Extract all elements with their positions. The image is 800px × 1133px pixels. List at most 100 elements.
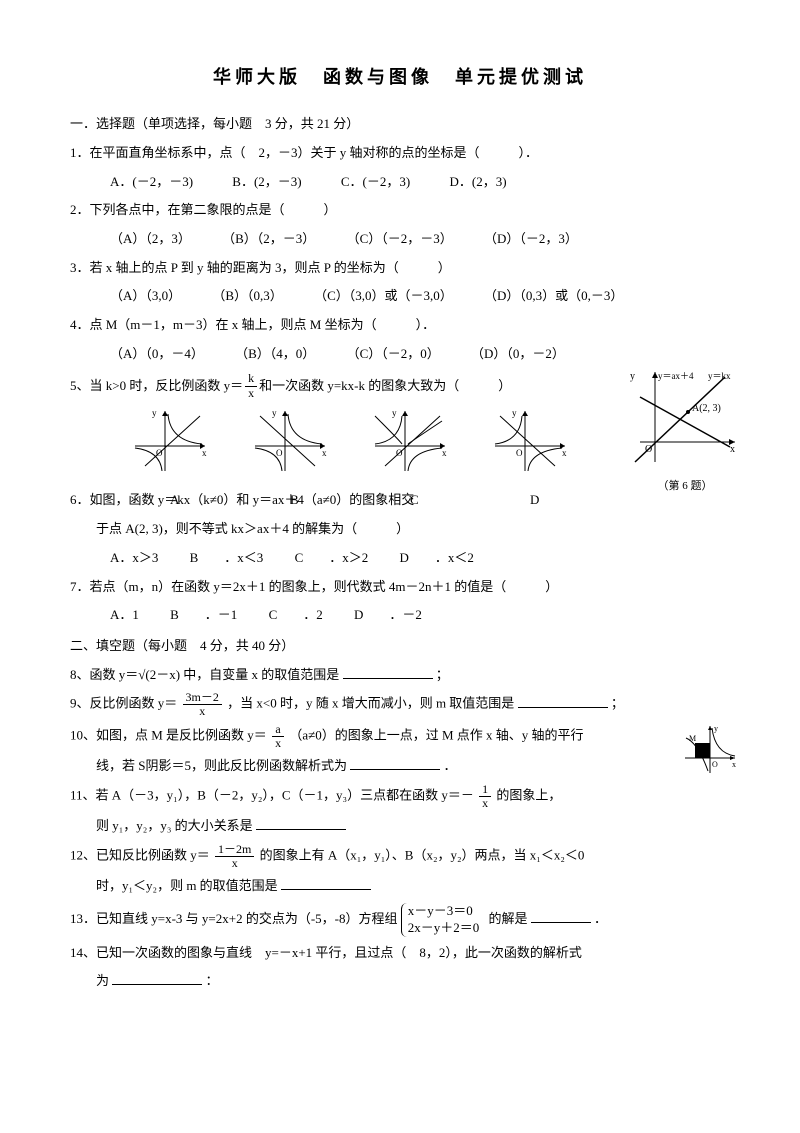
q7-opt-b: B ．－1 [170,607,237,622]
svg-text:A(2, 3): A(2, 3) [692,403,721,414]
svg-text:y: y [272,408,277,418]
q6-opt-d: D ．x＜2 [399,550,473,565]
q13-eq1: x－y－3＝0 [408,903,480,920]
question-2: 2．下列各点中，在第二象限的点是（ ） [70,198,730,223]
svg-text:y: y [630,371,635,382]
q13-mid: 的解是 [489,911,531,926]
q10-den: x [272,737,284,750]
q6-graph: y x O A(2, 3) y＝ax＋4 y＝kx [630,367,740,467]
q6-opt-a: A．x＞3 [110,550,158,565]
svg-text:O: O [156,448,163,458]
q9-mid: ，当 x<0 时，y 随 x 增大而减小，则 m 取值范围是 [227,696,517,711]
svg-text:y: y [152,408,157,418]
q5-frac-den: x [245,387,257,400]
q6-opt-b: B ．x＜3 [190,550,264,565]
q4-opt-d: （D）（0，－2） [471,346,565,361]
q2-options: （A）（2，3） （B）（2，－3） （C）（－2，－3） （D）（－2，3） [70,227,730,252]
q14-l2-post: ： [206,973,219,988]
svg-text:x: x [322,448,327,458]
q11-mid: 的图象上， [496,787,561,802]
q5-fraction: k x [245,372,257,399]
q10-fraction: a x [272,723,284,750]
question-12-line2: 时，y₁＜y₂，则 m 的取值范围是 [70,874,730,899]
svg-text:x: x [732,760,736,769]
q4-opt-a: （A）（0，－4） [110,346,204,361]
q5-text-pre: 5、当 k>0 时，反比例函数 y＝ [70,374,243,399]
q4-opt-c: （C）（－2，0） [347,346,440,361]
q13-pre: 13．已知直线 y=x-3 与 y=2x+2 的交点为（-5，-8）方程组 [70,911,401,926]
q5-chart-d: y x O [490,406,570,485]
svg-text:O: O [645,444,652,455]
q10-mid: （a≠0）的图象上一点，过 M 点作 x 轴、y 轴的平行 [289,727,583,742]
q3-opt-c: （C）（3,0）或（－3,0） [314,288,453,303]
question-10-line2: 线，若 S阴影＝5，则此反比例函数解析式为 ． [70,754,730,779]
section-2-header: 二、填空题（每小题 4 分，共 40 分） [70,634,730,659]
q12-l2: 时，y₁＜y₂，则 m 的取值范围是 [96,878,281,893]
q6-options: A．x＞3 B ．x＜3 C ．x＞2 D ．x＜2 [70,546,730,571]
q11-l2: 则 y₁，y₂，y₃ 的大小关系是 [96,818,256,833]
q1-opt-c: C．(－2，3) [341,174,410,189]
q10-l2-pre: 线，若 S阴影＝5，则此反比例函数解析式为 [96,758,350,773]
q11-num: 1 [479,783,491,797]
question-12: 12、已知反比例函数 y＝ 1－2m x 的图象上有 A（x₁，y₁）、B（x₂… [70,843,730,870]
figure-q6: y x O A(2, 3) y＝ax＋4 y＝kx （第 6 题） [630,367,740,497]
q12-pre: 12、已知反比例函数 y＝ [70,847,210,862]
q1-options: A．(－2，－3) B．(2，－3) C．(－2，3) D．(2，3) [70,170,730,195]
question-6-line2: 于点 A(2, 3)，则不等式 kx＞ax＋4 的解集为（ ） [70,517,730,542]
q8-post: ； [436,667,449,682]
q12-mid: 的图象上有 A（x₁，y₁）、B（x₂，y₂）两点，当 x₁＜x₂＜0 [260,847,585,862]
q3-opt-a: （A）（3,0） [110,288,181,303]
q5-label-a: A [170,488,179,513]
svg-text:y: y [512,408,517,418]
q1-opt-d: D．(2，3) [449,174,506,189]
question-11-line2: 则 y₁，y₂，y₃ 的大小关系是 [70,814,730,839]
svg-text:x: x [202,448,207,458]
q13-post: ． [594,911,607,926]
q6-text1: 6．如图，函数 y＝kx（k≠0）和 y＝ax＋4（a≠0）的图象相交 [70,492,414,507]
q10-blank [350,756,440,770]
q7-opt-a: A．1 [110,607,139,622]
svg-text:x: x [442,448,447,458]
question-13: 13．已知直线 y=x-3 与 y=2x+2 的交点为（-5，-8）方程组 x－… [70,903,730,937]
q3-opt-b: （B）（0,3） [212,288,282,303]
q11-blank [256,816,346,830]
q10-post: ． [443,758,456,773]
q9-num: 3m－2 [183,691,222,705]
q2-opt-a: （A）（2，3） [110,231,191,246]
q8-blank [343,665,433,679]
q3-options: （A）（3,0） （B）（0,3） （C）（3,0）或（－3,0） （D）（0,… [70,284,730,309]
q11-fraction: 1 x [479,783,491,810]
svg-text:y＝kx: y＝kx [708,371,731,381]
q2-opt-c: （C）（－2，－3） [347,231,453,246]
svg-text:x: x [562,448,567,458]
q1-opt-a: A．(－2，－3) [110,174,193,189]
q7-options: A．1 B ．－1 C ．2 D ．－2 [70,603,730,628]
q5-label-c: C [410,488,419,513]
svg-text:x: x [730,444,735,455]
q5-frac-num: k [245,372,257,386]
q9-pre: 9、反比例函数 y＝ [70,696,177,711]
q5-chart-c: y x O [370,406,450,485]
svg-text:y: y [714,724,718,733]
section-1-header: 一．选择题（单项选择，每小题 3 分，共 21 分） [70,112,730,137]
q12-blank [281,876,371,890]
svg-text:y＝ax＋4: y＝ax＋4 [658,371,694,381]
question-4: 4．点 M（m－1，m－3）在 x 轴上，则点 M 坐标为（ ）． [70,313,730,338]
question-1: 1．在平面直角坐标系中，点（ 2，－3）关于 y 轴对称的点的坐标是（ ）． [70,141,730,166]
question-11: 11、若 A（－3，y₁），B（－2，y₂），C（－1，y₃）三点都在函数 y＝… [70,783,730,810]
q12-num: 1－2m [215,843,254,857]
q7-opt-d: D ．－2 [354,607,422,622]
svg-text:y: y [392,408,397,418]
q5-label-d: D [530,488,539,513]
q1-opt-b: B．(2，－3) [232,174,301,189]
question-9: 9、反比例函数 y＝ 3m－2 x ，当 x<0 时，y 随 x 增大而减小，则… [70,691,730,718]
q14-l2-pre: 为 [96,973,112,988]
q13-blank [531,909,591,923]
q5-label-b: B [290,488,299,513]
question-7: 7．若点（m，n）在函数 y＝2x＋1 的图象上，则代数式 4m－2n＋1 的值… [70,575,730,600]
q12-den: x [215,857,254,870]
q13-eq2: 2x－y＋2＝0 [408,920,480,937]
svg-text:O: O [516,448,523,458]
q2-opt-d: （D）（－2，3） [484,231,578,246]
q4-opt-b: （B）（4，0） [235,346,315,361]
